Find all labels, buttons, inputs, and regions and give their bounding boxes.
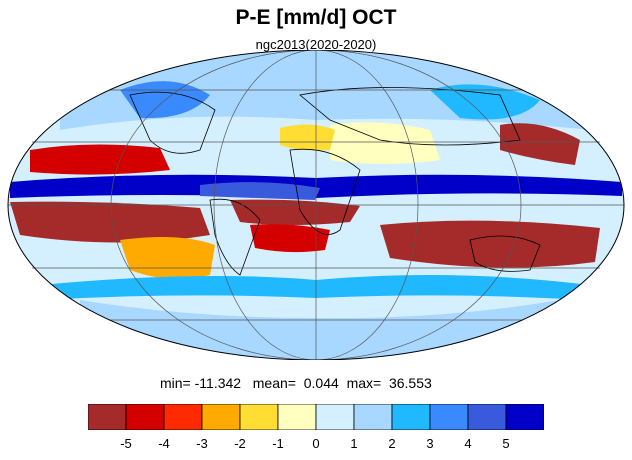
colorbar-swatch	[277, 404, 317, 430]
colorbar-tick-label: -3	[196, 436, 208, 451]
mean-label: mean=	[252, 375, 296, 391]
map-subtitle: ngc2013(2020-2020)	[255, 37, 377, 52]
max-label: max=	[346, 375, 382, 391]
mollweide-map	[7, 50, 625, 360]
colorbar-swatch	[201, 404, 241, 430]
colorbar-swatch	[353, 404, 393, 430]
colorbar-swatch	[429, 404, 469, 430]
min-label: min=	[160, 375, 191, 391]
colorbar-swatch	[315, 404, 355, 430]
colorbar-swatch	[239, 404, 279, 430]
colorbar-tick-label: 0	[312, 436, 320, 451]
mean-value: 0.044	[303, 375, 339, 391]
colorbar-swatch	[505, 404, 544, 430]
colorbar-tick-label: -5	[120, 436, 132, 451]
map-border	[7, 50, 625, 360]
colorbar-tick-label: 5	[502, 436, 510, 451]
colorbar-swatch	[391, 404, 431, 430]
max-value: 36.553	[388, 375, 432, 391]
colorbar-tick-label: -2	[234, 436, 246, 451]
colorbar-swatch	[88, 404, 127, 430]
colorbar-swatch	[163, 404, 203, 430]
graticule	[8, 50, 624, 360]
colorbar-tick-label: 1	[350, 436, 358, 451]
colorbar-swatch	[467, 404, 507, 430]
colorbar-tick-label: 4	[464, 436, 472, 451]
statistics-line: min= -11.342 mean= 0.044 max= 36.553	[160, 375, 432, 391]
colorbar-tick-label: -4	[158, 436, 170, 451]
colorbar	[88, 404, 544, 430]
min-value: -11.342	[194, 375, 242, 391]
colorbar-tick-label: 3	[426, 436, 434, 451]
colorbar-tick-label: -1	[272, 436, 284, 451]
colorbar-tick-label: 2	[388, 436, 396, 451]
map-title: P-E [mm/d] OCT	[235, 6, 397, 29]
colorbar-swatch	[125, 404, 165, 430]
